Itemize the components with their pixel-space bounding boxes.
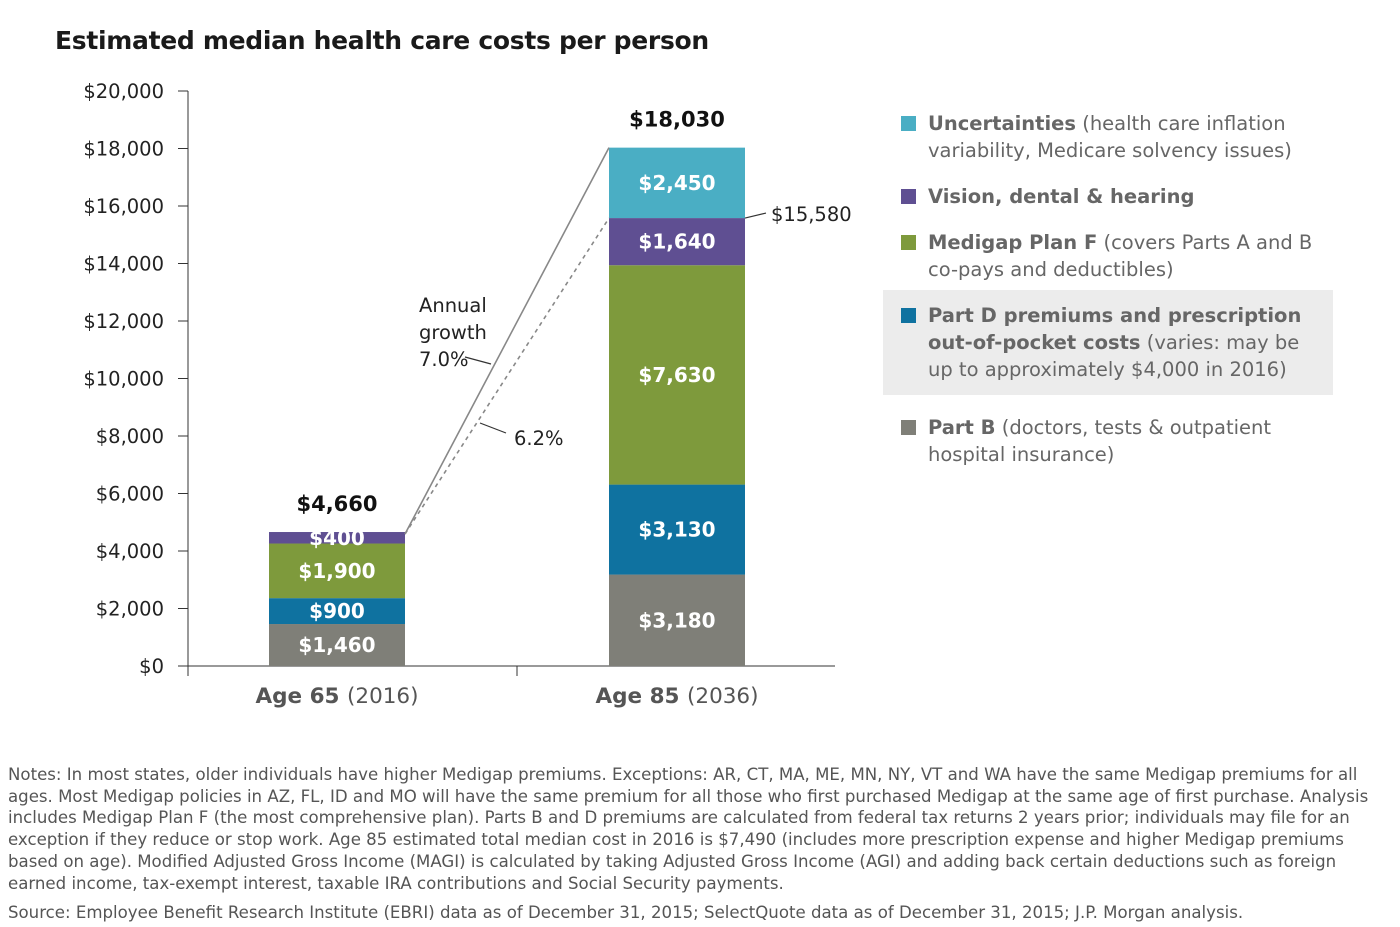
legend-item: Medigap Plan F (covers Parts A and B co-… [883,229,1333,283]
y-tick-label: $14,000 [83,253,164,276]
x-category-label: Age 65 (2016) [255,684,418,709]
annotation-leader-line [744,212,767,219]
bar-value-label: $3,130 [638,518,715,542]
x-category-year: (2036) [687,684,759,709]
bar-segment [269,532,405,544]
annotation-leader-line [479,422,507,434]
annual-growth-label: growth [419,321,487,344]
legend-item-detail: (covers Parts A and B co-pays and deduct… [928,231,1313,281]
bar-segment [269,543,405,599]
y-tick-label: $10,000 [83,368,164,391]
legend-item-detail: (varies: may be up to approximately $4,0… [928,331,1300,381]
y-tick-label: $20,000 [83,80,164,103]
legend-swatch [901,308,916,323]
legend-item: Vision, dental & hearing [883,183,1333,210]
bar-segment [609,147,745,219]
legend-item: Part D premiums and prescription out-of-… [883,290,1333,395]
x-category-name: Age 85 [595,684,687,709]
bar-value-label: $1,900 [298,559,375,583]
growth-line-dashed [404,217,610,535]
chart-title: Estimated median health care costs per p… [55,26,709,55]
y-tick-label: $4,000 [96,540,164,563]
legend-item: Part B (doctors, tests & outpatient hosp… [883,414,1333,468]
x-category-label: Age 85 (2036) [595,684,758,709]
y-tick-label: $12,000 [83,310,164,333]
legend-item-name: Vision, dental & hearing [928,185,1195,208]
y-tick-label: $16,000 [83,195,164,218]
bar-segment [609,574,745,666]
chart-notes: Notes: In most states, older individuals… [8,765,1369,893]
annual-growth-label: Annual [419,294,487,317]
y-tick-label: $0 [139,655,164,678]
chart-source: Source: Employee Benefit Research Instit… [8,903,1244,922]
bar-value-label: $3,180 [638,608,715,632]
bar-value-label: $400 [309,526,365,550]
x-category-year: (2016) [347,684,419,709]
y-tick-label: $18,000 [83,138,164,161]
bar-value-label: $2,450 [638,171,715,195]
bar-segment [609,265,745,485]
bar-segment [609,218,745,266]
x-category-name: Age 65 [255,684,347,709]
y-tick-label: $8,000 [96,425,164,448]
bar-segment [269,598,405,625]
legend-item-name: Uncertainties [928,112,1077,135]
legend-swatch [901,420,916,435]
bar-segment [269,624,405,666]
y-tick-label: $2,000 [96,598,164,621]
chart-legend: Uncertainties (health care inflation var… [883,110,1333,487]
bar-total-label: $4,660 [296,492,377,516]
legend-item-detail: (health care inflation variability, Medi… [928,112,1292,162]
annual-growth-label: 7.0% [419,348,469,371]
legend-swatch [901,116,916,131]
stacked-bar-chart: $0 $2,000 $4,000 $6,000 $8,000 $10,000 $12,000… [83,80,852,709]
growth-line-solid [404,147,610,535]
legend-swatch [901,189,916,204]
legend-item-name: Medigap Plan F [928,231,1098,254]
legend-item-name: Part B [928,416,996,439]
legend-item-detail: (doctors, tests & outpatient hospital in… [928,416,1272,466]
legend-swatch [901,235,916,250]
annotation-leader-line [464,356,492,365]
legend-item: Uncertainties (health care inflation var… [883,110,1333,164]
bar-value-label: $1,640 [638,230,715,254]
legend-item-name: Part D premiums and prescription out-of-… [928,304,1302,354]
alt-growth-label: 6.2% [514,427,564,450]
alt-total-label: $15,580 [771,203,852,226]
bar-value-label: $7,630 [638,363,715,387]
bar-total-label: $18,030 [629,108,725,132]
y-tick-label: $6,000 [96,483,164,506]
bar-segment [609,484,745,575]
bar-value-label: $1,460 [298,633,375,657]
bar-value-label: $900 [309,599,365,623]
